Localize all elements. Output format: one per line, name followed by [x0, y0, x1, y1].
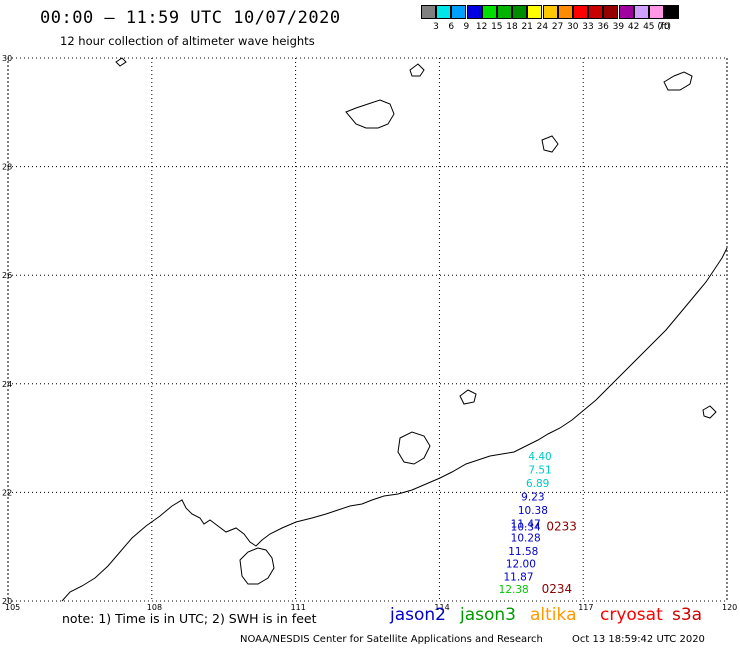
wave-height-value: 6.89 [526, 478, 549, 490]
axis-tick-labels: 105 108 111 114 117 120 20 22 24 26 28 30 [2, 54, 737, 612]
wave-height-value: 11.58 [508, 546, 538, 558]
colorbar-swatch [436, 5, 452, 19]
satellite-s3a: s3a [672, 605, 703, 625]
colorbar-label: 12 [475, 22, 488, 32]
footer-note: note: 1) Time is in UTC; 2) SWH is in fe… [62, 611, 317, 626]
map-subtitle: 12 hour collection of altimeter wave hei… [60, 34, 315, 48]
coastline [61, 57, 728, 602]
pass-time-label: 0234 [542, 582, 573, 596]
coastline-segment [345, 99, 395, 129]
colorbar-swatch [527, 5, 543, 19]
colorbar-label: 45 [643, 22, 655, 32]
coastline-segment [459, 389, 477, 405]
satellite-altika: altika [530, 605, 577, 625]
y-tick-label: 28 [2, 163, 12, 172]
colorbar-swatch [451, 5, 467, 19]
colorbar-label: 33 [582, 22, 594, 32]
coastline-segment [397, 431, 431, 465]
x-tick-label: 114 [434, 603, 449, 612]
colorbar-swatch [466, 5, 482, 19]
wave-height-value: 12.00 [506, 558, 536, 570]
y-tick-label: 22 [2, 488, 12, 497]
colorbar-label: 15 [491, 22, 503, 32]
colorbar-label: 36 [597, 22, 609, 32]
colorbar-label: 21 [521, 22, 533, 32]
coastline-segment [663, 71, 693, 91]
colorbar-swatch [497, 5, 512, 19]
x-tick-label: 117 [578, 603, 593, 612]
colorbar-unit: (ft) [657, 22, 671, 32]
wave-height-value: 9.23 [521, 492, 544, 504]
wave-height-value: 12.38 [499, 584, 529, 596]
colorbar-label: 24 [536, 22, 549, 32]
colorbar-swatch [664, 5, 680, 19]
credit-line: NOAA/NESDIS Center for Satellite Applica… [240, 634, 543, 645]
wave-height-value: 10.34 [511, 521, 541, 533]
colorbar-swatch [649, 5, 664, 19]
map-frame [7, 57, 728, 602]
colorbar-label: 3 [433, 22, 439, 32]
colorbar-label: 18 [506, 22, 518, 32]
colorbar-swatch [603, 5, 619, 19]
coastline-segment [702, 405, 717, 419]
colorbar-label: 30 [567, 22, 579, 32]
colorbar-label: 9 [463, 22, 470, 32]
coastline-segment [239, 547, 275, 585]
colorbar-label: 70 [658, 22, 670, 32]
colorbar-label: 6 [448, 22, 455, 32]
y-tick-label: 30 [2, 54, 12, 63]
colorbar-swatch [573, 5, 588, 19]
colorbar-swatch [481, 5, 497, 19]
colorbar-swatch [588, 5, 604, 19]
map-title: 00:00 – 11:59 UTC 10/07/2020 [40, 8, 341, 28]
x-tick-label: 108 [147, 603, 162, 612]
wave-height-value: 11.87 [503, 571, 533, 583]
coastline-segment [115, 57, 127, 67]
colorbar-swatch [618, 5, 634, 19]
generated-timestamp: Oct 13 18:59:42 UTC 2020 [572, 634, 705, 645]
satellite-cryosat: cryosat [600, 605, 663, 625]
y-tick-label: 26 [2, 271, 12, 280]
colorbar-swatch [633, 5, 649, 19]
wave-height-value: 4.40 [528, 451, 551, 463]
x-tick-label: 120 [722, 603, 737, 612]
y-tick-label: 24 [2, 380, 12, 389]
coastline-segment [61, 247, 728, 602]
colorbar-swatch [557, 5, 573, 19]
satellite-jason2: jason2 [390, 605, 446, 625]
colorbar-label: 27 [551, 22, 564, 32]
colorbar-label: 42 [627, 22, 640, 32]
x-tick-label: 105 [5, 603, 20, 612]
pass-time-label: 0233 [546, 519, 577, 533]
colorbar-swatch [542, 5, 558, 19]
colorbar-swatch [421, 5, 436, 19]
x-tick-label: 111 [291, 603, 306, 612]
colorbar-label: 39 [612, 22, 625, 32]
lat-lon-grid [7, 57, 728, 602]
coastline-segment [409, 63, 425, 77]
wave-height-value: 10.38 [518, 505, 548, 517]
wave-height-value: 10.28 [511, 532, 541, 544]
satellite-jason3: jason3 [460, 605, 516, 625]
wave-height-value: 11.47 [511, 519, 541, 531]
coastline-segment [541, 135, 559, 153]
colorbar-swatch [512, 5, 528, 19]
wave-height-value: 7.51 [528, 464, 551, 476]
y-tick-label: 20 [2, 597, 12, 606]
